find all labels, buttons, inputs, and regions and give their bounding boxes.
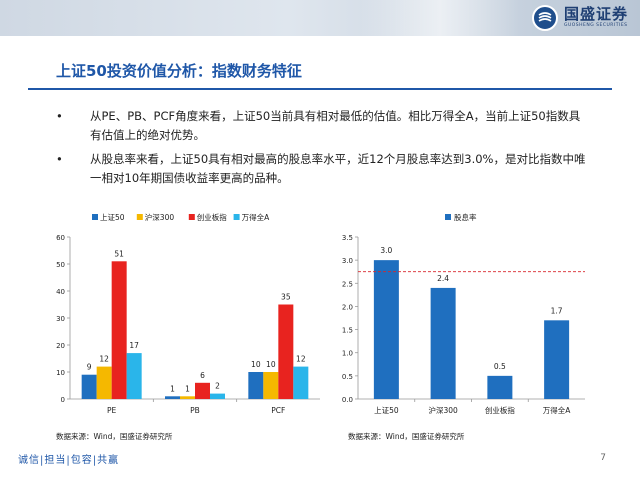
title-divider xyxy=(28,88,612,90)
y-tick-label: 10 xyxy=(56,369,65,377)
bar xyxy=(165,396,180,399)
y-tick-label: 60 xyxy=(56,234,65,242)
y-tick-label: 1.5 xyxy=(342,327,353,335)
legend-label: 股息率 xyxy=(454,212,477,222)
data-label: 35 xyxy=(281,293,291,302)
y-tick-label: 3.5 xyxy=(342,234,353,242)
bar xyxy=(81,374,97,399)
bar xyxy=(487,375,513,399)
y-tick-label: 40 xyxy=(56,288,65,296)
legend-swatch xyxy=(188,214,195,220)
logo-english-name: GUOSHENG SECURITIES xyxy=(563,23,628,29)
x-tick-label: PE xyxy=(107,406,117,415)
bar xyxy=(248,372,264,399)
legend-label: 沪深300 xyxy=(145,212,175,222)
y-tick-label: 2.0 xyxy=(342,303,353,311)
bar xyxy=(111,261,127,399)
legend-swatch xyxy=(233,214,240,220)
data-label: 1 xyxy=(170,384,175,393)
y-tick-label: 30 xyxy=(56,315,65,323)
bullet-dot: • xyxy=(56,109,63,123)
data-label: 10 xyxy=(251,360,261,369)
x-tick-label: 上证50 xyxy=(374,406,399,415)
bar xyxy=(210,393,225,399)
legend-swatch xyxy=(136,214,143,220)
bar xyxy=(544,320,570,399)
data-label: 10 xyxy=(266,360,276,369)
data-label: 12 xyxy=(296,355,306,364)
legend-label: 创业板指 xyxy=(197,212,227,222)
x-tick-label: 沪深300 xyxy=(428,405,458,415)
dividend-yield-bar-chart: 股息率 0.0 0.5 1.0 1.5 2.0 2.5 3.0 3.5 3.0 上证50 2.4 沪深3… xyxy=(342,212,585,415)
bullet-text: 从股息率来看，上证50具有相对最高的股息率水平，近12个月股息率达到3.0%，是… xyxy=(90,152,586,185)
bar xyxy=(180,396,195,399)
banner-decoration xyxy=(360,0,520,36)
bullet-text: 从PE、PB、PCF角度来看，上证50当前具有相对最低的估值。相比万得全A，当前… xyxy=(90,109,581,142)
bullet-item: • 从PE、PB、PCF角度来看，上证50当前具有相对最低的估值。相比万得全A，当… xyxy=(56,107,590,145)
bar xyxy=(278,304,294,399)
y-tick-label: 2.5 xyxy=(342,280,353,288)
data-label: 9 xyxy=(87,363,92,372)
data-label: 51 xyxy=(114,249,124,258)
page-number: 7 xyxy=(600,453,606,463)
data-label: 2.4 xyxy=(437,274,449,283)
logo-name: 国盛证券 xyxy=(563,5,628,24)
chart-source-right: 数据来源：Wind，国盛证券研究所 xyxy=(348,432,465,441)
x-tick-label: PB xyxy=(190,406,200,415)
x-tick-label: PCF xyxy=(271,406,285,415)
y-tick-label: 0.0 xyxy=(342,396,353,404)
bullet-dot: • xyxy=(56,152,63,166)
bar xyxy=(195,382,210,399)
data-label: 1 xyxy=(185,384,190,393)
y-tick-label: 3.0 xyxy=(342,257,353,265)
valuation-bar-chart: 上证50 沪深300 创业板指 万得全A01020304050609125117PE1… xyxy=(56,212,320,415)
bullet-item: • 从股息率来看，上证50具有相对最高的股息率水平，近12个月股息率达到3.0%，… xyxy=(56,150,590,188)
data-label: 17 xyxy=(129,341,139,350)
bar xyxy=(430,287,456,399)
legend-label: 上证50 xyxy=(100,213,125,222)
data-label: 1.7 xyxy=(551,306,563,315)
x-tick-label: 创业板指 xyxy=(485,405,515,415)
data-label: 12 xyxy=(99,355,109,364)
bar xyxy=(263,372,279,399)
y-tick-label: 0 xyxy=(61,396,65,404)
footer-motto: 诚信|担当|包容|共赢 xyxy=(18,455,120,466)
legend-swatch xyxy=(92,214,98,220)
top-banner: 国盛证券 GUOSHENG SECURITIES xyxy=(0,0,640,36)
y-tick-label: 50 xyxy=(56,261,65,269)
y-tick-label: 20 xyxy=(56,342,65,350)
chart-source-left: 数据来源：Wind，国盛证券研究所 xyxy=(56,432,173,441)
data-label: 0.5 xyxy=(494,362,506,371)
page-title: 上证50投资价值分析：指数财务特征 xyxy=(56,62,302,80)
bar xyxy=(373,260,399,399)
y-tick-label: 0.5 xyxy=(342,373,353,381)
bullet-list: • 从PE、PB、PCF角度来看，上证50当前具有相对最低的估值。相比万得全A，当… xyxy=(56,107,590,193)
bar xyxy=(96,366,112,399)
legend-label: 万得全A xyxy=(242,212,270,222)
x-tick-label: 万得全A xyxy=(543,405,571,415)
data-label: 3.0 xyxy=(380,246,392,255)
data-label: 6 xyxy=(200,371,205,380)
data-label: 2 xyxy=(215,382,220,391)
bar xyxy=(293,366,309,399)
legend-swatch xyxy=(445,214,451,220)
logo-icon xyxy=(531,5,558,31)
bar xyxy=(126,353,142,399)
company-logo: 国盛证券 GUOSHENG SECURITIES xyxy=(531,4,628,32)
y-tick-label: 1.0 xyxy=(342,350,353,358)
